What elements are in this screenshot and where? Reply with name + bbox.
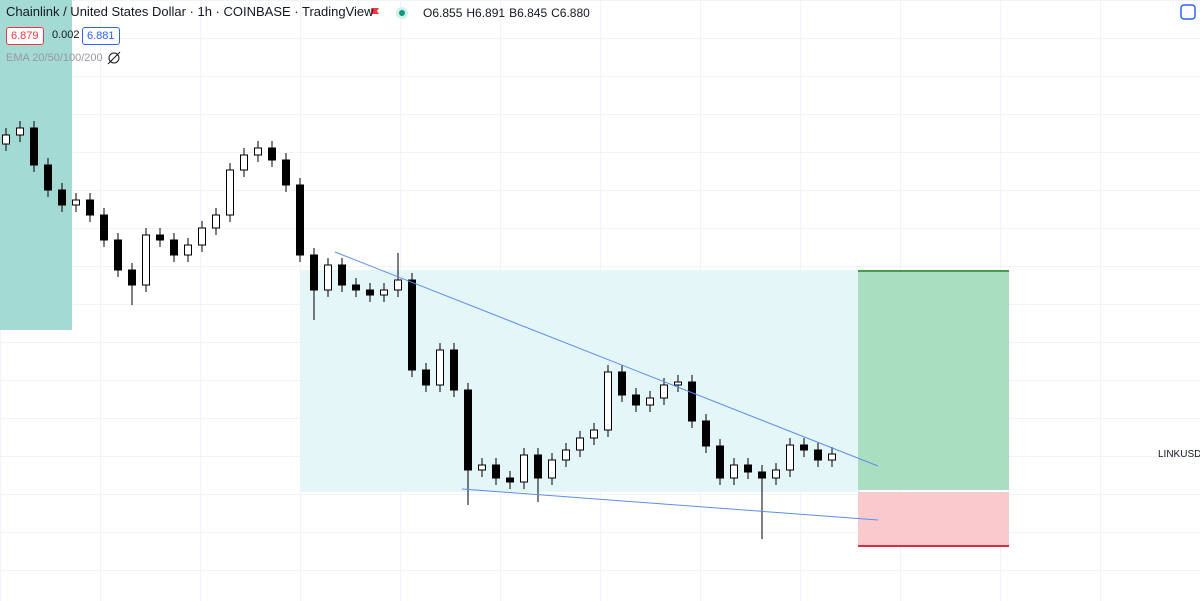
ask[interactable]: 6.881 [82,27,120,45]
candle-body [44,164,52,191]
candle-body [212,214,220,229]
candle-body [394,279,402,291]
candle-body [450,349,458,391]
candle-body [268,147,276,161]
menu-icon[interactable] [1180,4,1196,20]
status-dot [399,10,405,16]
candle-body [2,134,10,145]
candle-body [492,464,500,479]
candle-body [744,464,752,473]
trendline [334,251,879,467]
candle-body [730,464,738,479]
candle-body [758,471,766,479]
range-box [300,270,860,492]
candle-body [436,349,444,386]
candle-body [114,239,122,271]
candle-body [548,459,556,479]
candle-body [408,279,416,371]
candle-body [590,429,598,439]
candle-body [534,454,542,479]
candle-body [772,469,780,479]
candle-body [380,289,388,296]
candle-body [16,127,24,136]
candles [2,121,836,539]
candle-body [170,239,178,256]
candle-body [198,227,206,246]
candle-body [828,453,836,461]
candle-body [366,289,374,296]
candle-body [814,449,822,461]
candle-body [86,199,94,216]
candle-body [72,199,80,206]
high: H6.891 [466,6,506,20]
spread: 0.002 [52,29,80,41]
candle-body [786,444,794,471]
candle-body [100,214,108,241]
candle-body [30,127,38,166]
bid[interactable]: 6.879 [6,27,44,45]
indicator: EMA 20/50/100/200 [6,52,103,64]
candle-body [520,454,528,483]
candle-body [618,371,626,396]
target-zone [858,270,1009,490]
open: O6.855 [423,6,463,20]
candle-body [226,169,234,216]
candle-body [506,477,514,483]
candle-body [184,244,192,256]
candle-body [422,369,430,386]
close: C6.880 [551,6,590,20]
candle-body [128,269,136,286]
symbol-label: LINKUSD [1158,449,1200,460]
candle-body [604,371,612,431]
candle-body [716,445,724,479]
candle-body [156,234,164,241]
trendline [461,488,879,521]
candle-body [338,264,346,286]
candle-body [688,381,696,422]
candle-body [576,437,584,451]
title: Chainlink / United States Dollar · 1h · … [6,4,374,19]
candle-body [702,420,710,447]
low: B6.845 [509,6,548,20]
hide-icon[interactable] [107,51,121,65]
candle-body [282,159,290,186]
flag-icon[interactable] [371,8,379,14]
candle-body [310,254,318,291]
candle-body [464,389,472,471]
candle-body [142,234,150,286]
candle-body [352,284,360,291]
candle-body [254,147,262,156]
candle-body [478,464,486,471]
candle-body [646,397,654,406]
candle-body [562,449,570,461]
candle-body [58,189,66,206]
ohlc: O6.855 H6.891 B6.845 C6.880 [423,6,594,20]
candle-body [240,154,248,171]
stop-zone [858,492,1009,547]
candle-body [674,381,682,386]
candle-body [296,184,304,256]
candle-body [800,444,808,451]
candle-body [660,384,668,399]
candle-body [632,394,640,406]
candle-body [324,264,332,291]
